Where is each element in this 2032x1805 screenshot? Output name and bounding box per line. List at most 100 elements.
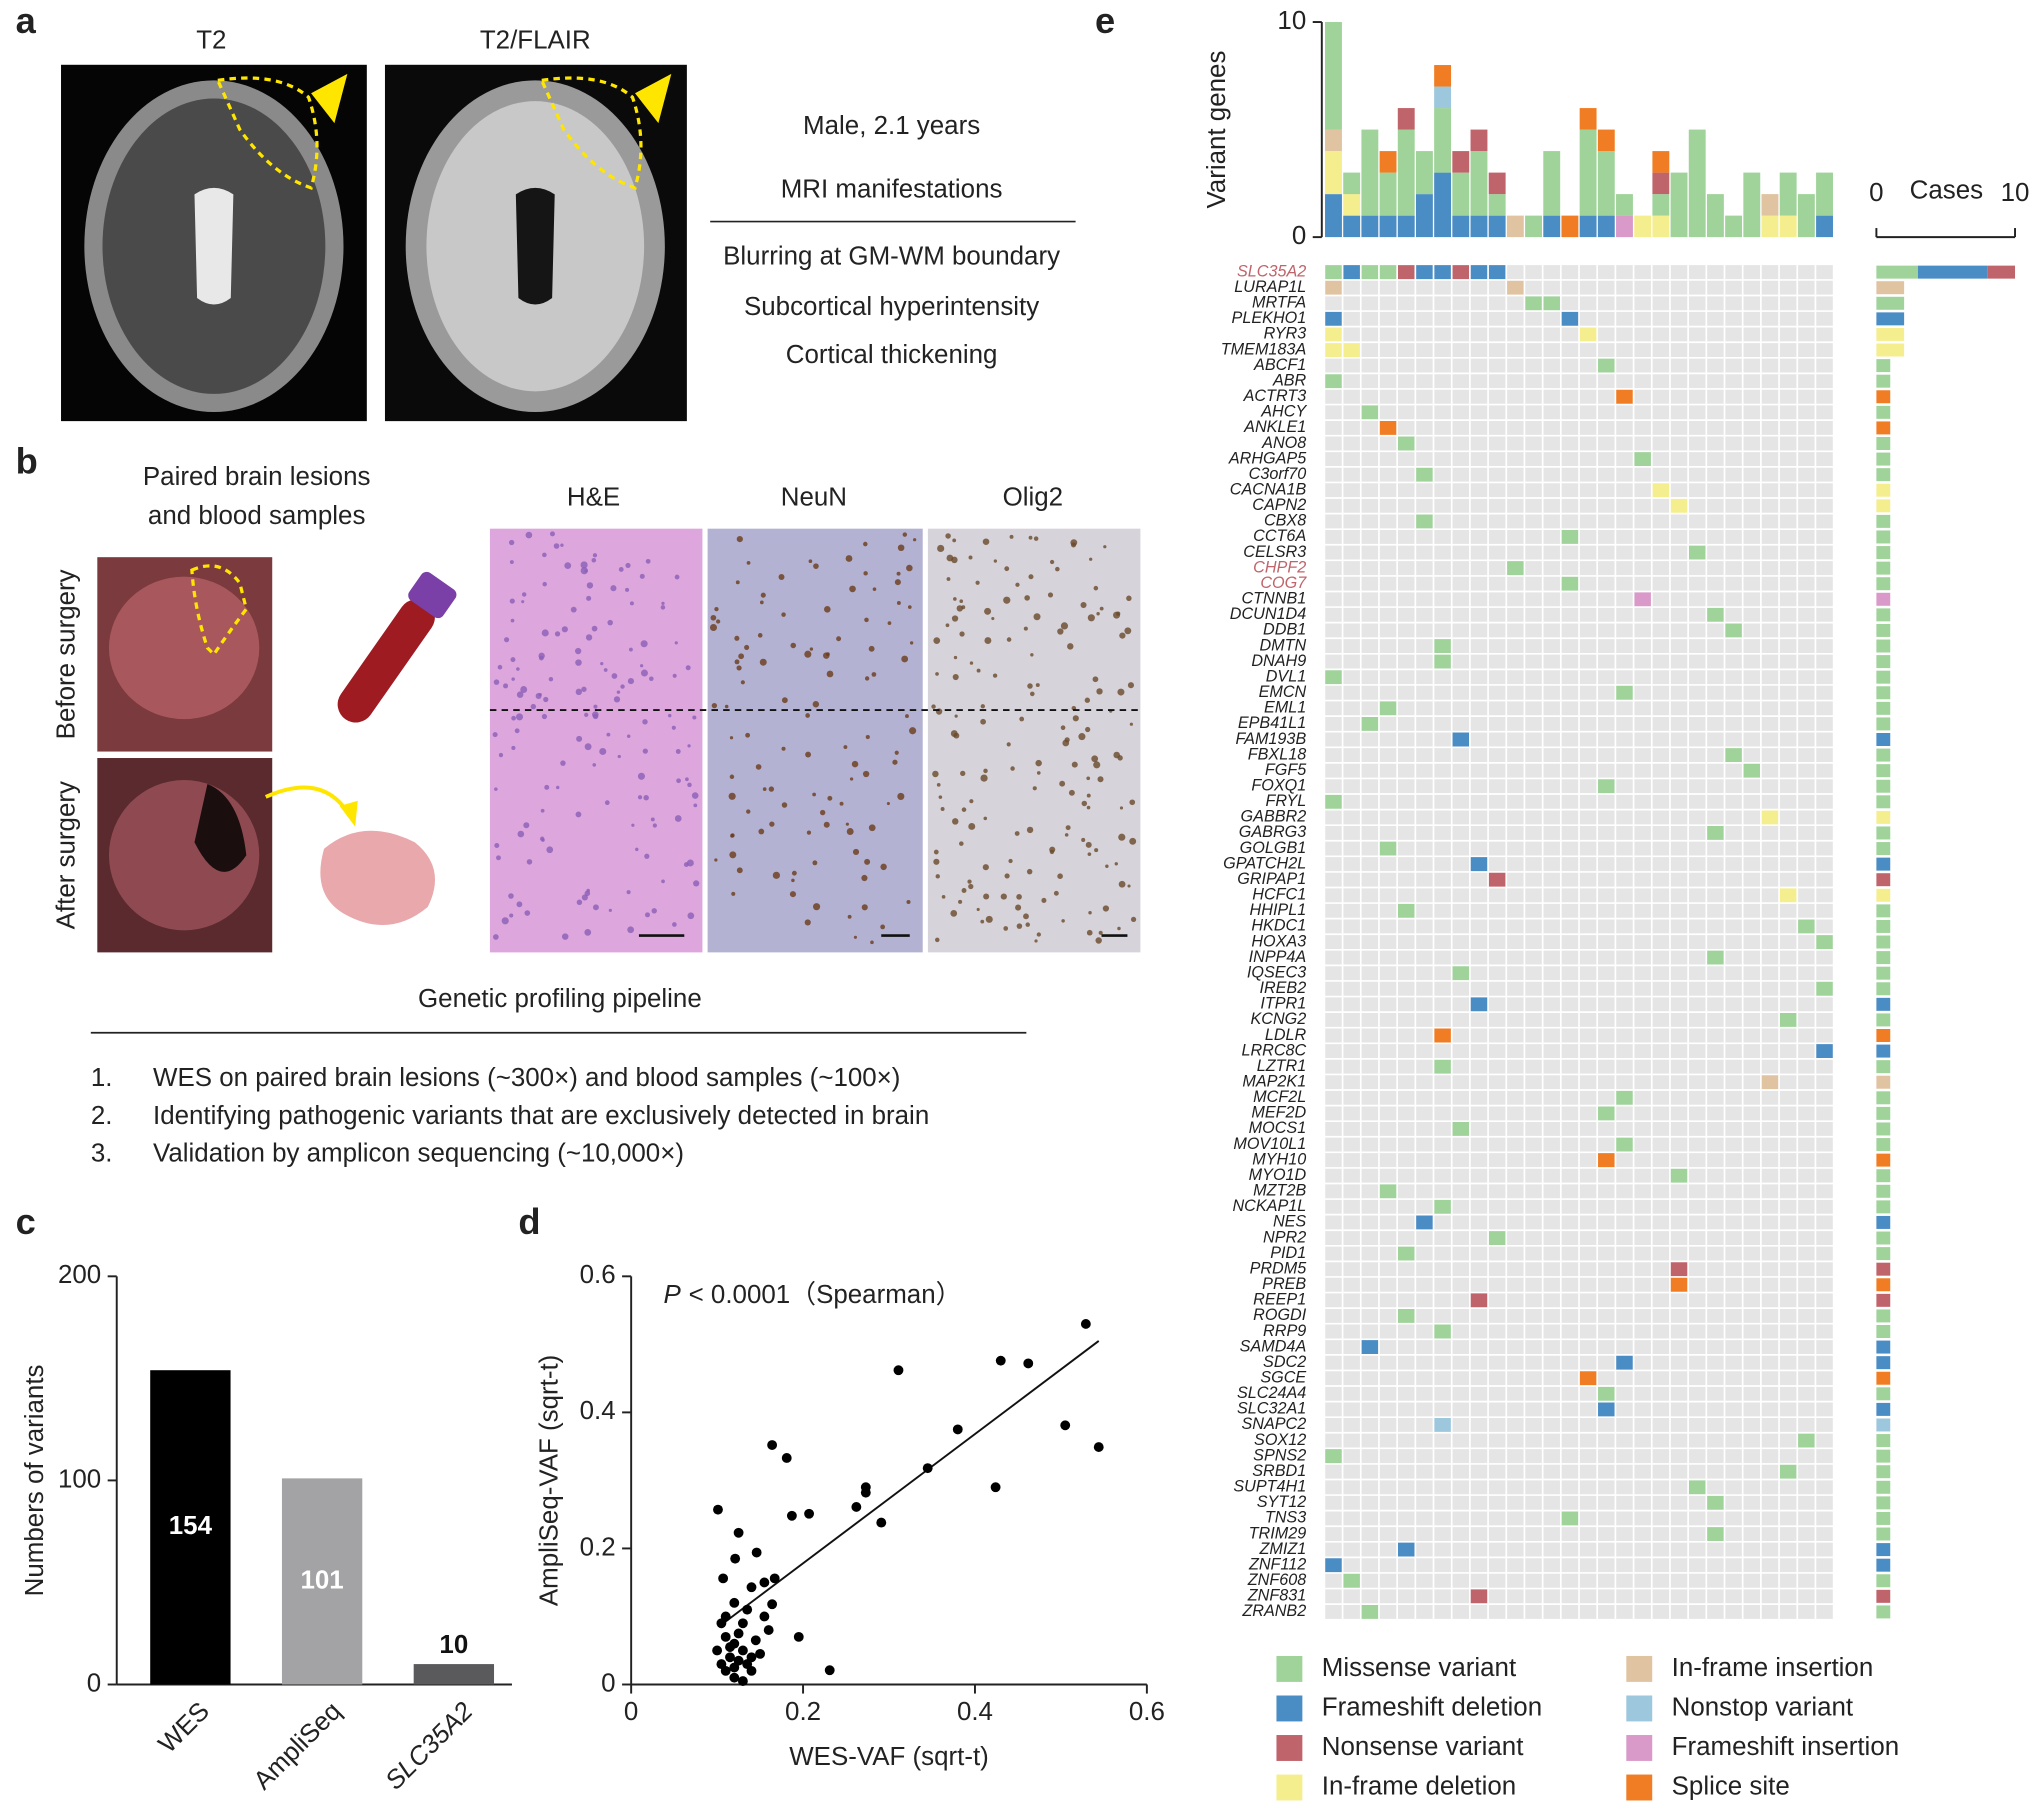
case-bar [1876,717,1891,731]
cell-dot [868,645,875,652]
cell-dot [592,763,597,767]
cell-dot [494,842,500,848]
mutation-cell [1706,825,1725,841]
step-number: 3. [91,1139,113,1167]
cell-dot [1023,913,1029,920]
cell-dot [894,750,899,755]
point [786,1510,797,1521]
stack-segment [1343,215,1361,238]
cell-dot [730,833,735,838]
value-label: 10 [439,1631,468,1659]
cell-dot [846,828,854,835]
case-bar [1876,561,1891,575]
point [781,1453,792,1463]
cell-dot [1006,637,1012,642]
cell-dot [516,667,520,671]
mutation-cell [1433,1417,1452,1433]
case-bar [1876,826,1891,840]
cell-dot [1055,566,1060,572]
cell-dot [685,665,691,671]
gene-name: IREB2 [1259,979,1306,997]
cases-label: Cases [1910,177,1983,205]
cell-dot [980,704,985,709]
case-bar [1876,1325,1891,1338]
stack-segment [1415,151,1433,195]
case-bar [1876,483,1891,497]
stack-segment [1397,215,1415,238]
cell-dot [1127,884,1131,888]
mutation-cell [1724,747,1743,763]
gene-name: LZTR1 [1257,1057,1306,1075]
case-bar [1876,296,1905,310]
cell-dot [809,647,814,651]
cell-dot [938,795,943,799]
cell-dot [880,863,887,871]
stack-segment [1579,215,1597,238]
mutation-cell [1451,1121,1470,1137]
point [893,1365,904,1376]
gene-name: CELSR3 [1243,543,1306,561]
heading: MRI manifestations [781,175,1003,203]
stack-segment [1670,172,1688,238]
cell-dot [731,891,736,896]
cell-dot [863,541,868,547]
cell-dot [1061,919,1065,923]
gene-name: SUPT4H1 [1233,1478,1306,1496]
gene-name: ZMIZ1 [1258,1540,1306,1558]
cell-dot [1091,755,1099,763]
cell-dot [836,636,842,642]
cell-dot [576,735,583,742]
cell-dot [674,815,682,822]
cell-dot [509,560,514,564]
gene-name: HCFC1 [1252,886,1306,904]
gene-name: REEP1 [1253,1291,1306,1309]
cell-dot [896,571,901,576]
gene-name: IQSEC3 [1247,963,1306,981]
cell-dot [871,672,877,677]
cell-dot [586,595,592,601]
case-bar [1876,1527,1891,1541]
cell-dot [644,853,650,859]
cell-dot [781,802,788,808]
cell-dot [1060,725,1066,730]
cell-dot [913,538,917,542]
case-bar [1876,1044,1891,1058]
cell-dot [757,633,763,638]
cell-dot [1086,776,1091,781]
gene-name: C3orf70 [1249,465,1307,483]
cell-dot [901,655,909,663]
gene-name: HOXA3 [1251,932,1306,950]
mutation-cell [1579,326,1598,343]
stack-segment [1343,172,1361,195]
cell-dot [584,928,592,936]
cell-dot [503,637,510,643]
gene-name: DNAH9 [1251,652,1306,670]
case-bar [1876,795,1891,809]
panel-label: c [16,1201,36,1242]
mutation-cell [1597,1386,1616,1402]
cell-dot [604,800,610,806]
cell-dot [738,653,745,660]
point [725,1652,735,1663]
value-label: 154 [169,1512,213,1540]
cell-dot [1081,837,1086,842]
gene-name: ZRANB2 [1241,1602,1306,1620]
gene-name: HHIPL1 [1250,901,1307,919]
y-tick-label: 100 [58,1465,101,1493]
stack-segment [1434,172,1452,238]
cell-dot [736,536,743,543]
gene-name: DVL1 [1266,667,1307,685]
legend-label: In-frame deletion [1322,1772,1516,1800]
point [759,1611,770,1622]
case-bar [1876,1091,1891,1105]
cell-dot [1093,761,1101,769]
point [730,1553,741,1564]
case-bar [1876,374,1891,388]
ventricle [515,187,555,305]
cell-dot [967,879,972,884]
cell-dot [976,668,981,673]
case-bar [1876,1169,1891,1183]
cell-dot [969,661,974,665]
gene-name: DDB1 [1263,621,1306,639]
mutation-cell [1397,264,1416,280]
